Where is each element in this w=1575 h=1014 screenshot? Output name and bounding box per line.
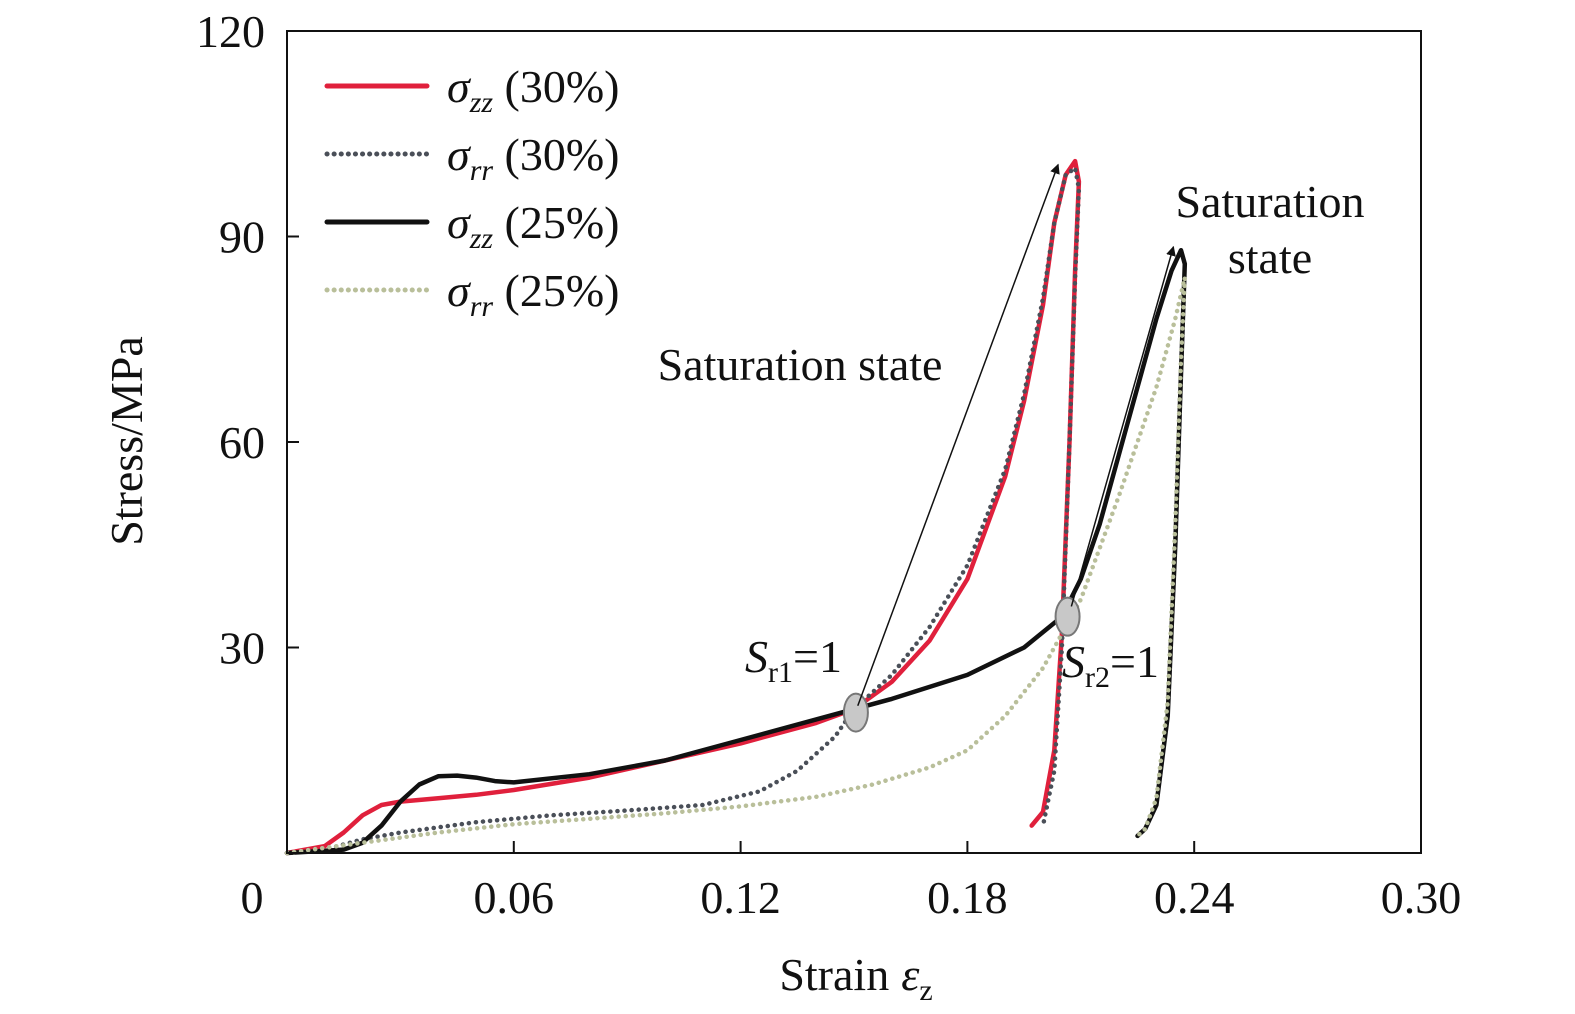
legend-suffix: (30%) [493,129,619,180]
sr2-marker [1054,596,1081,637]
y-tick-label: 120 [196,6,265,57]
saturation-state-line: Saturation [1175,176,1364,227]
y-axis-title: Stress/MPa [101,336,152,546]
sr2-suffix: =1 [1110,636,1159,687]
legend-label: σrr (25%) [447,265,620,323]
sr1-marker [842,692,869,733]
x-axis-title-subscript: z [919,974,932,1007]
axes [286,30,1422,854]
saturation-arrow-2 [1070,245,1176,607]
sr1-label: Sr1=1 [745,631,842,689]
series-layer [284,158,1188,856]
saturation-state-label-1: Saturation state [658,339,943,390]
legend-subscript: zz [469,222,494,255]
legend-label: σzz (30%) [447,61,620,119]
y-tick-labels: 30 60 90 120 [196,6,265,674]
series-line-0 [284,158,1082,856]
saturation-arrow-1 [857,163,1060,706]
y-tick-label: 90 [219,212,265,263]
x-tick-label: 0.06 [474,872,555,923]
x-tick-label: 0.30 [1381,872,1462,923]
legend-suffix: (25%) [493,197,619,248]
legend-label: σzz (25%) [447,197,620,255]
legend-symbol: σ [447,129,472,180]
y-tick-label: 60 [219,417,265,468]
x-tick-label: 0.24 [1154,872,1235,923]
legend-label: σrr (30%) [447,129,620,187]
series-line-1 [284,165,1082,856]
series-line-3 [284,275,1188,856]
saturation-state-line: state [1228,232,1312,283]
sr2-subscript: r2 [1085,661,1110,694]
sr1-symbol: S [745,631,768,682]
x-tick-label: 0.18 [927,872,1008,923]
legend-symbol: σ [447,265,472,316]
legend-subscript: rr [470,154,494,187]
legend: σzz (30%)σrr (30%)σzz (25%)σrr (25%) [324,61,620,323]
legend-subscript: rr [470,290,494,323]
x-axis-title-word: Strain [779,949,889,1000]
saturation-state-label-2: Saturation state [1175,176,1364,283]
sr2-symbol: S [1062,636,1085,687]
sr2-label: Sr2=1 [1062,636,1159,694]
x-tick-labels: 0 0.06 0.12 0.18 0.24 0.30 [241,872,1462,923]
legend-symbol: σ [447,61,472,112]
y-tick-label: 30 [219,623,265,674]
legend-suffix: (30%) [493,61,619,112]
sr1-suffix: =1 [793,631,842,682]
x-tick-label: 0 [241,872,264,923]
x-axis-title: Strain εz [779,949,932,1007]
x-tick-label: 0.12 [700,872,781,923]
sr1-subscript: r1 [768,656,793,689]
x-axis-title-symbol: ε [901,949,920,1000]
legend-suffix: (25%) [493,265,619,316]
legend-symbol: σ [447,197,472,248]
legend-subscript: zz [469,86,494,119]
